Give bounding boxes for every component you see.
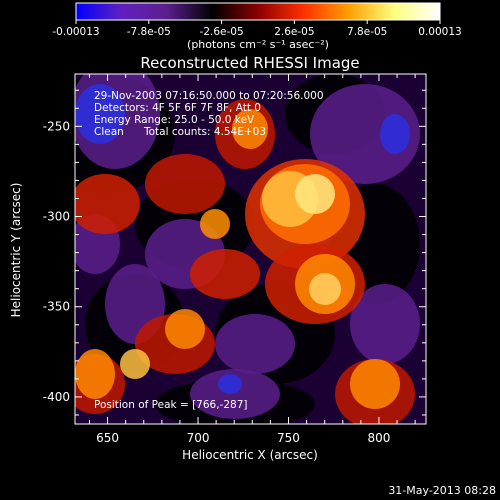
heatmap-blob <box>190 369 280 419</box>
heatmap-blob <box>75 349 115 399</box>
y-tick-label: -250 <box>43 119 70 133</box>
colorbar: -0.00013 -7.8e-05 -2.6e-05 2.6e-05 7.8e-05 0.… <box>52 2 462 51</box>
annotation-energy-range: Energy Range: 25.0 - 50.0 keV <box>94 114 255 126</box>
annotation-peak-position: Position of Peak = [766,-287] <box>94 399 248 411</box>
colorbar-strip <box>75 2 441 21</box>
colorbar-tick-label: 2.6e-05 <box>274 26 314 38</box>
annotation-time-range: 29-Nov-2003 07:16:50.000 to 07:20:56.000 <box>94 90 324 102</box>
heatmap-blob <box>75 174 140 234</box>
annotation-clean: Clean <box>94 126 124 138</box>
heatmap-blob <box>75 84 125 144</box>
heatmap-blob <box>295 174 335 214</box>
heatmap-blob <box>190 249 260 299</box>
colorbar-tick-label: -7.8e-05 <box>127 26 171 38</box>
heatmap-blob <box>309 273 341 305</box>
colorbar-tick-label: 0.00013 <box>418 26 461 38</box>
heatmap-blob <box>350 284 420 364</box>
x-tick-label: 700 <box>187 431 210 445</box>
colorbar-tick-label: 7.8e-05 <box>347 26 387 38</box>
x-tick-label: 750 <box>277 431 300 445</box>
y-tick-label: -350 <box>43 300 70 314</box>
colorbar-unit-label: (photons cm⁻² s⁻¹ asec⁻²) <box>187 38 329 51</box>
axis-ticks: 650 700 750 800 -250 -300 -350 -400 <box>43 74 426 445</box>
heatmap-blob <box>165 309 205 349</box>
x-tick-label: 800 <box>368 431 391 445</box>
heatmap-blob <box>200 209 230 239</box>
colorbar-ticks: -0.00013 -7.8e-05 -2.6e-05 2.6e-05 7.8e-05 0.… <box>52 20 462 38</box>
y-tick-label: -300 <box>43 210 70 224</box>
heatmap-blob <box>120 349 150 379</box>
heatmap-blob <box>145 154 225 214</box>
image-area: 650 700 750 800 -250 -300 -350 -400 <box>43 73 427 445</box>
heatmap-blob <box>310 84 420 184</box>
x-tick-label: 650 <box>96 431 119 445</box>
y-tick-label: -400 <box>43 390 70 404</box>
annotation-total-counts: Total counts: 4.54E+03 <box>143 126 266 138</box>
footer-date: 31-May-2013 08:28 <box>388 484 496 497</box>
chart-title: Reconstructed RHESSI Image <box>140 54 359 72</box>
heatmap-image <box>75 74 426 424</box>
y-axis-label: Heliocentric Y (arcsec) <box>9 183 23 318</box>
heatmap-blob <box>350 359 400 409</box>
colorbar-tick-label: -0.00013 <box>52 26 99 38</box>
heatmap-blob <box>232 109 268 149</box>
heatmap-blob <box>380 114 410 154</box>
heatmap-blob <box>218 374 242 394</box>
plot-frame <box>74 73 427 425</box>
x-axis-label: Heliocentric X (arcsec) <box>182 448 318 462</box>
colorbar-tick-label: -2.6e-05 <box>200 26 244 38</box>
annotation-detectors: Detectors: 4F 5F 6F 7F 8F, Att 0 <box>94 102 261 114</box>
heatmap-blob <box>215 314 295 374</box>
heatmap-blobs <box>75 74 420 424</box>
